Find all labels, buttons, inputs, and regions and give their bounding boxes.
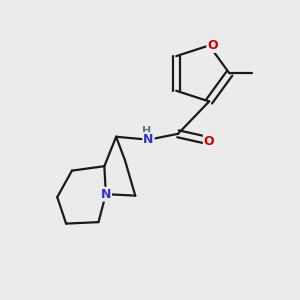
Text: O: O xyxy=(204,135,214,148)
Text: H: H xyxy=(142,126,152,136)
Text: N: N xyxy=(143,133,154,146)
Text: N: N xyxy=(100,188,111,201)
Text: O: O xyxy=(207,39,218,52)
